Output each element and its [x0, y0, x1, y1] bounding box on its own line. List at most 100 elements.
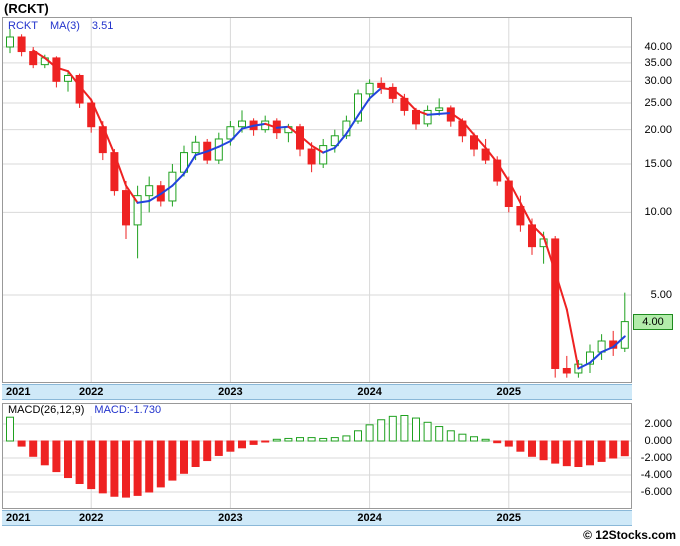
candle-body	[191, 141, 200, 154]
ma-segment	[148, 192, 162, 202]
year-label: 2025	[496, 386, 522, 398]
last-price-tag: 4.00	[633, 313, 673, 330]
macd-bar	[98, 440, 107, 494]
macd-axis-label: -4.000	[640, 469, 672, 481]
macd-value: MACD:-1.730	[94, 404, 162, 416]
candle-body	[226, 126, 235, 140]
candle-body	[17, 36, 26, 53]
ma-segment	[125, 184, 139, 204]
macd-bar	[597, 440, 606, 462]
candle-body	[52, 57, 61, 82]
candle-body	[586, 351, 594, 365]
x-axis-years-top: 2021 2022 2023 2024 2025	[2, 384, 632, 400]
price-axis-label: 25.00	[644, 97, 672, 110]
macd-bar	[168, 440, 177, 481]
ma-segment	[113, 152, 127, 187]
macd-bar	[504, 440, 513, 447]
price-chart-panel	[2, 17, 632, 383]
ma-segment	[299, 134, 313, 147]
candle-body	[493, 159, 502, 182]
ma-segment	[542, 235, 557, 273]
macd-bar	[423, 421, 432, 442]
year-label: 2021	[6, 512, 31, 524]
ma-segment	[612, 335, 626, 348]
candle-body	[551, 238, 560, 369]
macd-bar	[191, 440, 200, 467]
year-label: 2024	[357, 386, 382, 398]
macd-bar	[365, 424, 374, 442]
year-label: 2024	[357, 512, 382, 524]
candle-body	[354, 93, 362, 122]
macd-bar	[435, 426, 444, 442]
candle-body	[29, 51, 38, 66]
macd-bar	[6, 416, 14, 442]
candle-body	[214, 138, 223, 161]
ma-segment	[357, 97, 371, 117]
candle-body	[122, 190, 130, 226]
macd-bar	[110, 440, 119, 497]
ma-segment	[55, 66, 69, 73]
ma-segment	[438, 111, 452, 115]
candle-body	[6, 36, 14, 48]
ma-segment	[206, 145, 220, 153]
macd-bar	[481, 438, 490, 442]
macd-bar	[493, 440, 502, 444]
ma-segment	[577, 361, 591, 370]
macd-histogram	[2, 403, 632, 509]
candle-body	[319, 145, 328, 165]
ma-segment	[600, 345, 615, 354]
macd-bar	[377, 419, 386, 442]
macd-bar	[17, 440, 26, 447]
ma-segment	[90, 98, 104, 127]
macd-bar	[249, 440, 258, 445]
candle-body	[307, 148, 316, 165]
price-axis-label: 5.00	[650, 289, 672, 301]
macd-axis-label: -2.000	[640, 452, 672, 464]
year-label: 2021	[6, 386, 31, 398]
macd-bar	[87, 440, 96, 490]
candle-body	[365, 82, 374, 95]
macd-bar	[342, 435, 351, 442]
macd-bar	[388, 415, 397, 442]
ma-segment	[368, 87, 383, 100]
macd-bar	[586, 440, 594, 466]
candle-body	[516, 206, 525, 226]
macd-bar	[226, 440, 235, 452]
chart-legend: RCKT MA(3) 3.51	[8, 20, 113, 32]
macd-label: MACD(26,12,9)	[8, 404, 85, 416]
ma-segment	[484, 146, 499, 164]
ma-segment	[194, 150, 209, 157]
ma-segment	[473, 133, 487, 149]
ma-segment	[496, 161, 510, 183]
year-label: 2022	[78, 386, 104, 398]
ma-segment	[554, 270, 568, 311]
ma-segment	[391, 88, 406, 100]
macd-bar	[574, 440, 583, 467]
price-plot-border	[2, 17, 632, 383]
macd-bar	[528, 440, 536, 457]
legend-ma-label: MA(3)	[49, 20, 80, 32]
macd-bar	[133, 440, 142, 496]
macd-bar	[203, 440, 212, 462]
price-axis-label: 35.00	[644, 56, 672, 69]
macd-bar	[307, 437, 316, 442]
candle-body	[330, 135, 339, 147]
ma-segment	[183, 154, 197, 175]
macd-axis-label: 2.000	[644, 418, 672, 430]
macd-bar	[400, 415, 409, 442]
year-label: 2022	[78, 512, 104, 524]
macd-bar	[412, 417, 420, 442]
macd-bar	[330, 437, 339, 442]
ma-segment	[531, 223, 545, 238]
candle-body	[377, 82, 386, 88]
ma-segment	[217, 140, 232, 148]
ma-segment	[589, 351, 603, 364]
ma-segment	[426, 112, 441, 116]
year-label: 2023	[218, 512, 243, 524]
ma-segment	[78, 85, 93, 101]
price-axis-label: 10.00	[644, 206, 672, 219]
macd-axis-label: -6.000	[640, 486, 672, 498]
ma-segment	[159, 184, 174, 195]
macd-bar	[458, 433, 467, 442]
